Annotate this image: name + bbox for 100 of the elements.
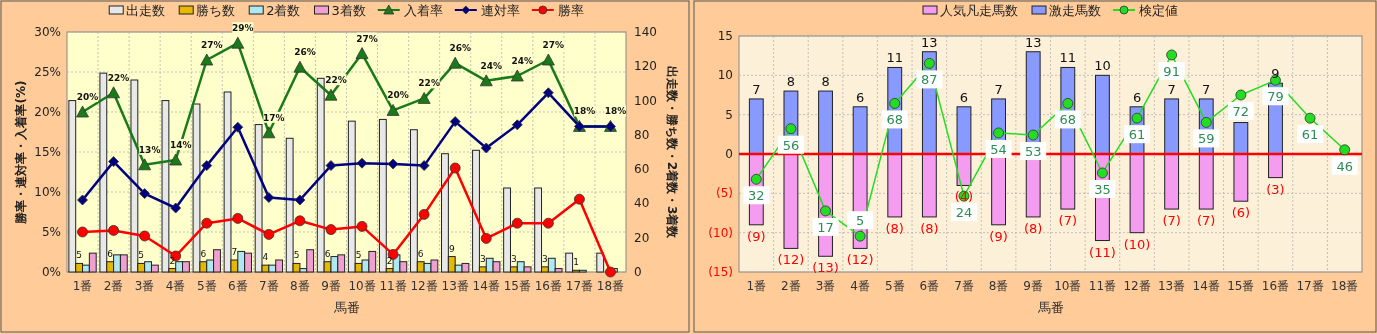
legend-label: 激走馬数 <box>1049 3 1101 18</box>
data-label: 11 <box>1059 50 1077 66</box>
x-tick-label: 8番 <box>290 279 310 293</box>
y2-tick-label: 120 <box>634 59 657 74</box>
x-tick-label: 3番 <box>815 279 836 293</box>
x-tick-label: 1番 <box>72 279 93 293</box>
x-tick-label: 18番 <box>596 279 625 293</box>
y-tick-label: (15) <box>708 265 733 279</box>
data-label: (13) <box>812 260 839 276</box>
data-label: (8) <box>885 220 904 236</box>
x-tick-label: 9番 <box>1023 279 1044 293</box>
data-label: 68 <box>1059 112 1077 128</box>
data-label: 2 <box>386 255 393 266</box>
data-label: (12) <box>777 252 805 268</box>
x-axis-title: 馬番 <box>1036 300 1064 315</box>
legend-label: 勝ち数 <box>196 3 236 18</box>
data-label: 26% <box>294 47 316 58</box>
data-label: 91 <box>1163 63 1180 79</box>
legend-label: 人気凡走馬数 <box>940 3 1018 18</box>
data-label: 9 <box>448 243 455 254</box>
data-label: 6 <box>856 89 865 105</box>
data-label: 5 <box>76 250 82 261</box>
data-label: 3 <box>511 253 517 264</box>
data-label: 27% <box>200 40 223 50</box>
data-label: 7 <box>1167 81 1176 97</box>
y2-tick-label: 60 <box>634 162 650 177</box>
data-label: (3) <box>1266 181 1285 197</box>
y-tick-label: (10) <box>708 225 733 240</box>
legend-label: 連対率 <box>480 3 520 18</box>
x-tick-label: 14番 <box>472 279 500 293</box>
x-tick-label: 14番 <box>1192 279 1220 293</box>
y-tick-label: 10 <box>717 68 733 83</box>
data-label: 3 <box>542 253 548 264</box>
x-tick-label: 11番 <box>1088 279 1117 293</box>
data-label: 53 <box>1024 144 1042 160</box>
y-tick-label: 10% <box>34 185 61 199</box>
data-label: 29% <box>232 23 254 34</box>
data-label: 18% <box>573 106 596 117</box>
data-label: 10 <box>1094 58 1111 74</box>
x-tick-label: 12番 <box>410 279 438 293</box>
x-tick-label: 10番 <box>348 279 376 293</box>
data-label: 22% <box>325 75 347 86</box>
data-label: 22% <box>107 72 130 83</box>
y-tick-label: 5 <box>725 107 733 122</box>
legend-label: 3着数 <box>331 3 366 18</box>
x-tick-label: 16番 <box>534 279 562 293</box>
x-tick-label: 6番 <box>227 279 248 293</box>
data-label: (7) <box>1197 213 1216 229</box>
x-tick-label: 15番 <box>503 279 531 293</box>
y-tick-label: 15 <box>717 29 733 43</box>
data-label: (8) <box>920 220 939 236</box>
data-label: 14% <box>169 140 192 150</box>
y2-axis-title: 出走数・勝ち数・2着数・3着数 <box>665 65 679 240</box>
x-tick-label: 5番 <box>884 279 905 293</box>
x-tick-label: 10番 <box>1054 279 1082 293</box>
legend-label: 勝率 <box>557 3 584 18</box>
data-label: 8 <box>821 74 830 90</box>
x-tick-label: 5番 <box>196 279 217 293</box>
data-label: 7 <box>231 247 238 257</box>
data-label: (12) <box>846 252 874 268</box>
data-label: 32 <box>748 188 765 204</box>
y2-tick-label: 140 <box>634 25 657 39</box>
x-axis-title: 馬番 <box>332 300 360 315</box>
data-label: 35 <box>1094 181 1111 197</box>
data-label: 27% <box>356 33 378 44</box>
data-label: 18% <box>604 106 627 117</box>
y2-tick-label: 20 <box>634 230 650 245</box>
y-tick-label: 30% <box>34 25 61 39</box>
data-label: 7 <box>752 81 761 97</box>
x-tick-label: 2番 <box>103 279 124 293</box>
data-label: 46 <box>1336 158 1353 174</box>
y-tick-label: 0% <box>41 265 61 279</box>
data-label: 24% <box>480 60 503 71</box>
data-label: 17 <box>817 219 834 235</box>
x-tick-label: 2番 <box>781 279 801 293</box>
data-label: 56 <box>782 137 800 153</box>
data-label: 13 <box>1024 34 1042 50</box>
data-label: 68 <box>886 112 904 128</box>
data-label: 6 <box>107 248 114 259</box>
data-label: 5 <box>293 250 300 261</box>
data-label: 22% <box>418 78 440 89</box>
x-tick-label: 7番 <box>954 279 974 293</box>
x-tick-label: 4番 <box>165 279 186 293</box>
x-tick-label: 18番 <box>1331 279 1359 293</box>
y2-tick-label: 80 <box>634 127 650 142</box>
data-label: 79 <box>1267 89 1284 105</box>
data-label: (10) <box>1123 236 1151 252</box>
data-label: (11) <box>1089 244 1116 260</box>
x-tick-label: 17番 <box>1296 279 1324 293</box>
data-label: 54 <box>990 141 1007 157</box>
data-label: (9) <box>989 228 1008 244</box>
data-label: 8 <box>786 74 796 90</box>
x-tick-label: 13番 <box>1158 279 1186 293</box>
data-label: 61 <box>1128 127 1146 143</box>
y-tick-label: 15% <box>34 145 61 159</box>
data-label: 20% <box>387 90 409 101</box>
data-label: 6 <box>324 248 331 259</box>
data-label: 6 <box>959 89 969 105</box>
data-label: 17% <box>263 112 285 123</box>
data-label: 7 <box>1202 81 1211 97</box>
